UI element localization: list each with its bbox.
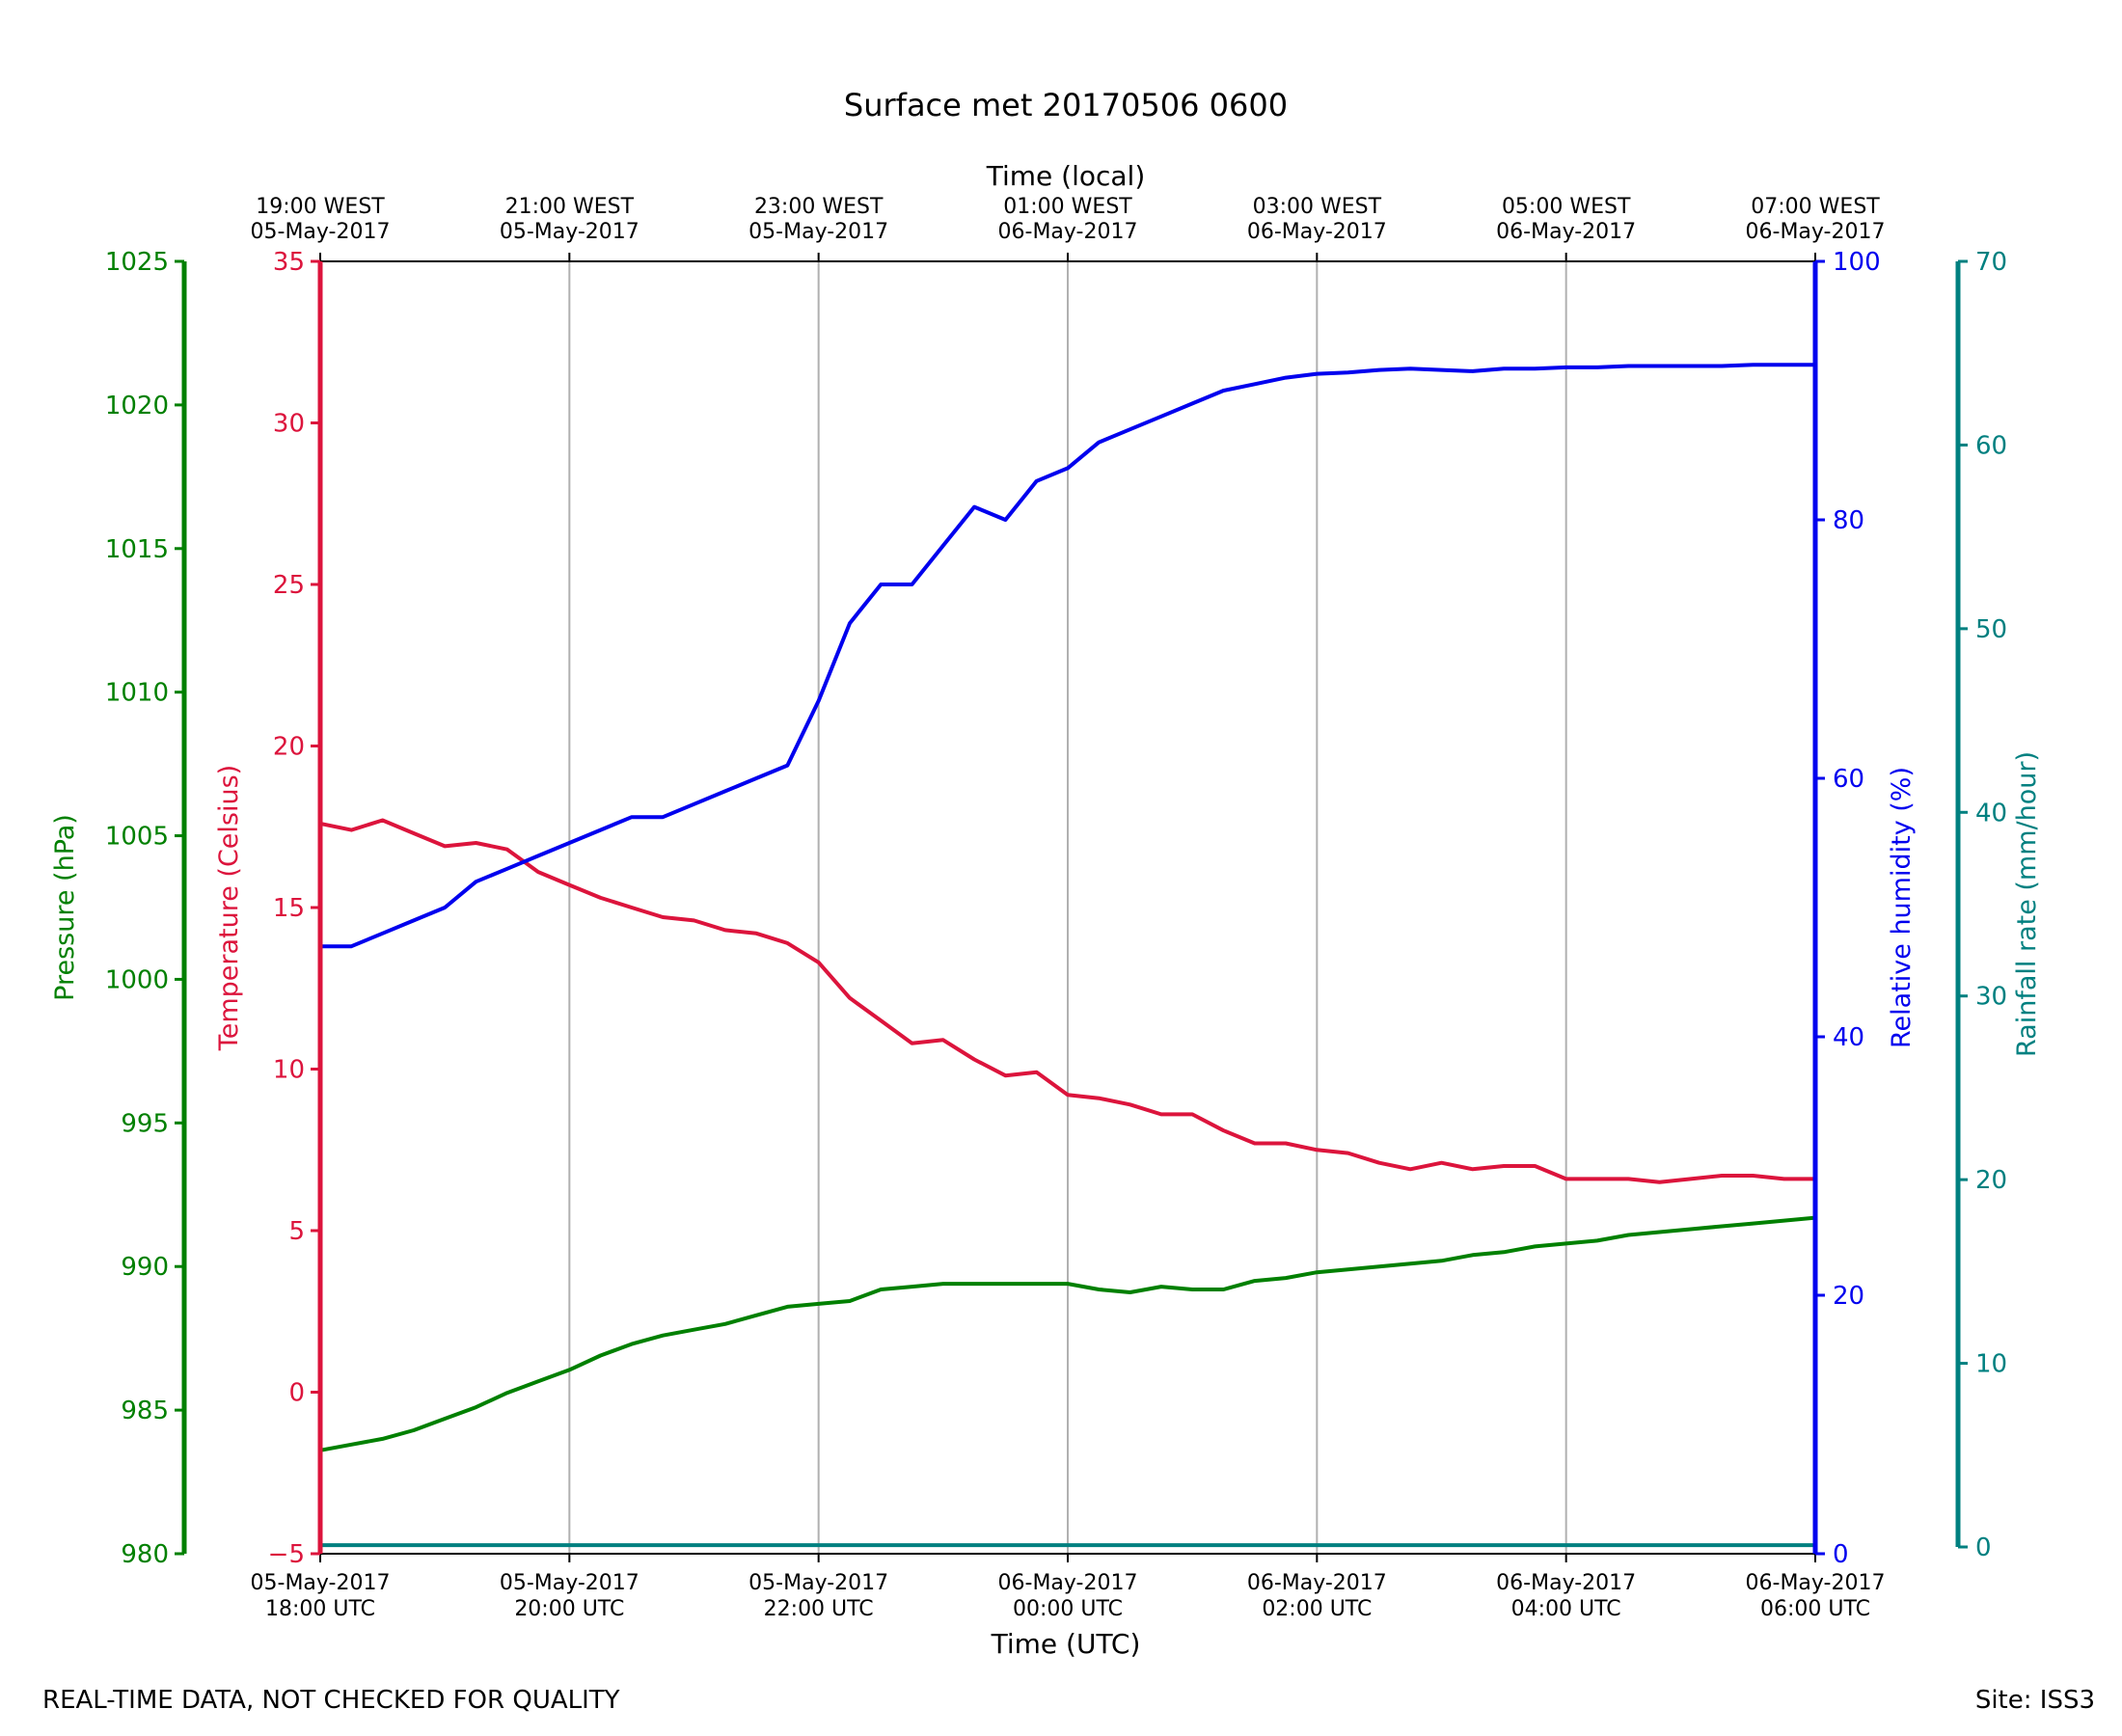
rainfall-axis-tick-label: 40 <box>1975 799 2007 827</box>
humidity-axis-label: Relative humidity (%) <box>1887 767 1917 1048</box>
rainfall-axis-tick-label: 0 <box>1975 1533 1992 1562</box>
rainfall-axis-tick-label: 50 <box>1975 615 2007 644</box>
rainfall-axis-tick-label: 20 <box>1975 1166 2007 1195</box>
top-tick-label: 06-May-2017 <box>1496 220 1636 244</box>
temperature-axis-tick-label: 35 <box>273 248 305 277</box>
bottom-tick-label: 02:00 UTC <box>1262 1597 1372 1621</box>
rainfall-axis-tick-label: 30 <box>1975 983 2007 1012</box>
top-tick-label: 05:00 WEST <box>1502 195 1631 219</box>
temperature-line <box>319 818 1815 1184</box>
bottom-tick-label: 18:00 UTC <box>265 1597 375 1621</box>
pressure-axis-tick-label: 1015 <box>105 535 169 564</box>
humidity-axis-tick-label: 20 <box>1833 1282 1864 1311</box>
bottom-tick-label: 04:00 UTC <box>1511 1597 1621 1621</box>
rainfall-axis-tick-label: 70 <box>1975 248 2007 277</box>
bottom-tick-label: 05-May-2017 <box>748 1571 888 1595</box>
grid-layer <box>568 261 1567 1554</box>
rainfall-axis-tick-label: 60 <box>1975 431 2007 460</box>
bottom-tick-label: 05-May-2017 <box>251 1571 391 1595</box>
bottom-tick-label: 00:00 UTC <box>1013 1597 1123 1621</box>
temperature-axis-tick-label: 20 <box>273 733 305 762</box>
temperature-axis-tick-label: 10 <box>273 1056 305 1085</box>
bottom-tick-label: 20:00 UTC <box>514 1597 624 1621</box>
rainfall-axis-tick-label: 10 <box>1975 1350 2007 1379</box>
bottom-tick-label: 05-May-2017 <box>500 1571 639 1595</box>
pressure-line <box>319 1215 1816 1452</box>
top-tick-label: 21:00 WEST <box>505 195 635 219</box>
humidity-axis-tick-label: 40 <box>1833 1023 1864 1052</box>
pressure-axis-tick-label: 995 <box>121 1109 169 1138</box>
temperature-axis-tick-label: 15 <box>273 894 305 923</box>
pressure-axis-tick-label: 980 <box>121 1540 169 1569</box>
bottom-axis-label: Time (UTC) <box>991 1628 1141 1660</box>
pressure-axis-tick-label: 985 <box>121 1397 169 1425</box>
quality-disclaimer: REAL-TIME DATA, NOT CHECKED FOR QUALITY <box>42 1686 620 1715</box>
site-label: Site: ISS3 <box>1974 1686 2095 1715</box>
top-tick-label: 05-May-2017 <box>748 220 888 244</box>
series-layer <box>319 363 1816 1548</box>
top-tick-label: 05-May-2017 <box>500 220 639 244</box>
pressure-axis-tick-label: 990 <box>121 1253 169 1282</box>
bottom-tick-label: 06-May-2017 <box>1247 1571 1387 1595</box>
bottom-tick-label: 06-May-2017 <box>1746 1571 1886 1595</box>
temperature-axis-tick-label: 5 <box>288 1217 305 1246</box>
bottom-tick-label: 06:00 UTC <box>1760 1597 1870 1621</box>
bottom-tick-label: 06-May-2017 <box>1496 1571 1636 1595</box>
humidity-axis-tick-label: 80 <box>1833 506 1864 535</box>
pressure-axis-tick-label: 1020 <box>105 392 169 420</box>
top-tick-label: 23:00 WEST <box>754 195 884 219</box>
temperature-axis-tick-label: 25 <box>273 571 305 600</box>
top-tick-label: 06-May-2017 <box>1247 220 1387 244</box>
pressure-axis-tick-label: 1010 <box>105 679 169 708</box>
top-axis-label: Time (local) <box>986 160 1146 192</box>
top-tick-label: 03:00 WEST <box>1253 195 1382 219</box>
temperature-axis-label: Temperature (Celsius) <box>214 765 244 1051</box>
top-tick-label: 06-May-2017 <box>1746 220 1886 244</box>
temperature-axis-tick-label: −5 <box>268 1540 305 1569</box>
bottom-tick-label: 06-May-2017 <box>998 1571 1138 1595</box>
humidity-axis-tick-label: 100 <box>1833 248 1881 277</box>
bottom-tick-label: 22:00 UTC <box>764 1597 874 1621</box>
chart-title: Surface met 20170506 0600 <box>844 87 1288 123</box>
pressure-axis-tick-label: 1005 <box>105 823 169 852</box>
temperature-axis-tick-label: 30 <box>273 410 305 439</box>
temperature-axis-tick-label: 0 <box>288 1379 305 1408</box>
top-tick-label: 05-May-2017 <box>251 220 391 244</box>
top-tick-label: 06-May-2017 <box>998 220 1138 244</box>
humidity-line <box>320 363 1815 949</box>
top-tick-label: 07:00 WEST <box>1751 195 1880 219</box>
pressure-axis-tick-label: 1000 <box>105 965 169 994</box>
pressure-axis-tick-label: 1025 <box>105 248 169 277</box>
humidity-axis-tick-label: 60 <box>1833 765 1864 794</box>
rainfall-axis-label: Rainfall rate (mm/hour) <box>2012 751 2042 1057</box>
pressure-axis-label: Pressure (hPa) <box>50 814 80 1001</box>
top-tick-label: 19:00 WEST <box>256 195 385 219</box>
top-tick-label: 01:00 WEST <box>1003 195 1132 219</box>
humidity-axis-tick-label: 0 <box>1833 1540 1849 1569</box>
